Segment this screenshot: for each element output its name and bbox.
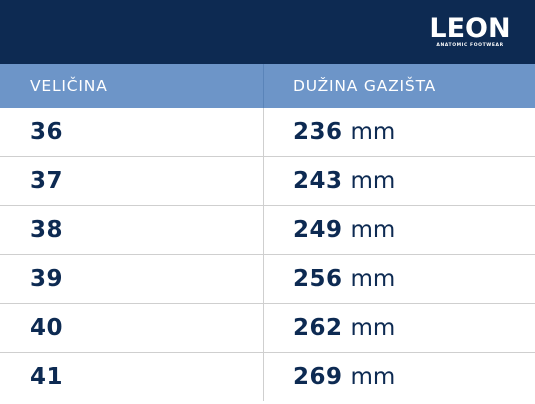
table-row: 41 269 mm <box>0 353 535 401</box>
length-cell: 249 mm <box>264 206 535 254</box>
length-unit: mm <box>350 119 396 145</box>
length-value: 256 <box>293 266 343 292</box>
size-cell: 38 <box>0 206 264 254</box>
length-unit: mm <box>350 364 396 390</box>
length-unit: mm <box>350 168 396 194</box>
table-row: 36 236 mm <box>0 108 535 157</box>
logo-wordmark: LEON <box>429 13 511 44</box>
table-row: 37 243 mm <box>0 157 535 206</box>
length-value: 269 <box>293 364 343 390</box>
size-cell: 40 <box>0 304 264 352</box>
length-cell: 262 mm <box>264 304 535 352</box>
table-row: 39 256 mm <box>0 255 535 304</box>
length-unit: mm <box>350 315 396 341</box>
table-row: 38 249 mm <box>0 206 535 255</box>
size-table: 36 236 mm 37 243 mm 38 249 mm 39 256 mm 40 2… <box>0 108 535 401</box>
size-cell: 36 <box>0 108 264 156</box>
length-value: 249 <box>293 217 343 243</box>
length-cell: 269 mm <box>264 353 535 401</box>
logo-tagline: ANATOMIC FOOTWEAR <box>436 43 504 48</box>
size-cell: 37 <box>0 157 264 205</box>
length-value: 236 <box>293 119 343 145</box>
length-cell: 243 mm <box>264 157 535 205</box>
length-cell: 236 mm <box>264 108 535 156</box>
length-unit: mm <box>350 217 396 243</box>
header-size: VELIČINA <box>0 64 264 108</box>
table-header: VELIČINA DUŽINA GAZIŠTA <box>0 64 535 108</box>
header-length: DUŽINA GAZIŠTA <box>293 77 437 95</box>
length-value: 243 <box>293 168 343 194</box>
length-cell: 256 mm <box>264 255 535 303</box>
table-row: 40 262 mm <box>0 304 535 353</box>
brand-logo: LEON ANATOMIC FOOTWEAR <box>424 15 516 51</box>
top-banner: LEON ANATOMIC FOOTWEAR <box>0 0 535 64</box>
size-cell: 41 <box>0 353 264 401</box>
size-cell: 39 <box>0 255 264 303</box>
length-unit: mm <box>350 266 396 292</box>
length-value: 262 <box>293 315 343 341</box>
